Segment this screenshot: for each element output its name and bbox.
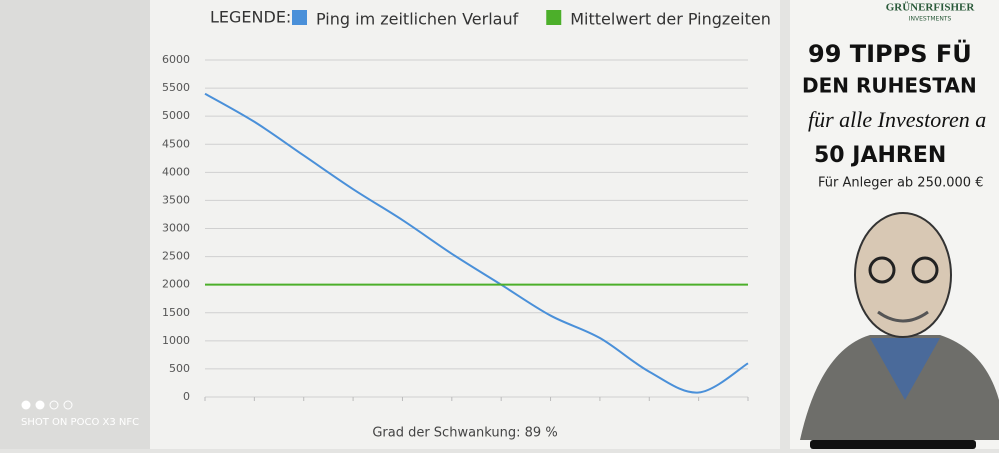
ad-portrait [800,212,999,440]
y-tick-label: 1000 [162,334,190,347]
legend-title: LEGENDE: [210,8,291,27]
y-tick-label: 1500 [162,306,190,319]
y-tick-label: 0 [183,390,190,403]
y-tick-label: 2000 [162,278,190,291]
y-tick-label: 4500 [162,137,190,150]
series-line [204,92,749,394]
ad-line: Für Anleger ab 250.000 € [818,176,983,191]
y-tick-label: 500 [169,362,190,375]
y-tick-label: 4000 [162,165,190,178]
chart-panel [150,0,780,449]
ad-line: 50 JAHREN [814,143,946,168]
y-tick-label: 3500 [162,193,190,206]
ad-line: 99 TIPPS FÜ [808,38,972,68]
watermark: SHOT ON POCO X3 NFC [21,417,139,428]
legend-label: Ping im zeitlichen Verlauf [316,10,519,29]
ad-brand-sub: INVESTMENTS [909,16,952,23]
y-tick-label: 6000 [162,53,190,66]
y-tick-label: 2500 [162,250,190,263]
legend-label: Mittelwert der Pingzeiten [570,10,771,29]
watermark-dots [21,400,73,410]
y-tick-label: 3000 [162,222,190,235]
ad-line: DEN RUHESTAN [802,74,977,98]
ad-brand: GRÜNERFISHER [886,1,976,14]
ad-button[interactable] [810,440,976,449]
caption: Grad der Schwankung: 89 % [372,426,557,441]
legend-swatch [546,10,562,25]
legend-swatch [292,10,307,25]
y-tick-label: 5000 [162,109,190,122]
y-tick-label: 5500 [162,81,190,94]
left-margin [0,0,150,449]
ad-line: für alle Investoren a [808,107,986,132]
